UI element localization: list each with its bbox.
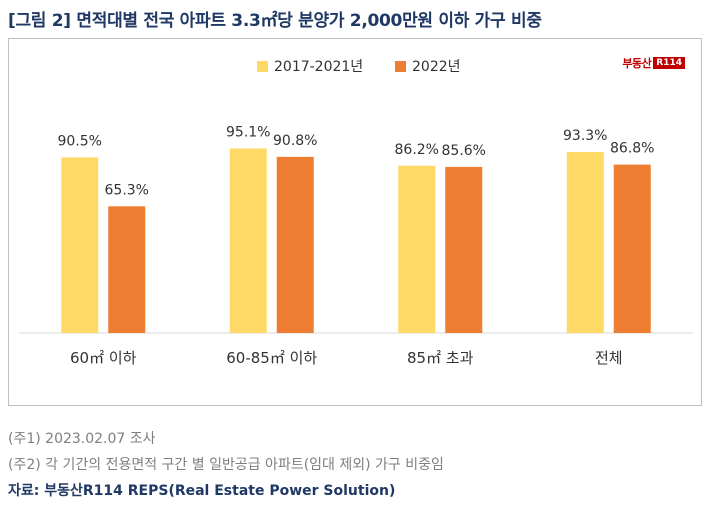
bar-prev-3 (566, 151, 604, 333)
data-label: 95.1% (226, 125, 270, 141)
data-label: 90.8% (273, 133, 317, 149)
chart-area: 90.5% 65.3% 60㎡ 이하 95.1% 90.8% 60-85㎡ 이하 86.2%… (8, 38, 702, 406)
bar-chart: 90.5% 65.3% 60㎡ 이하 95.1%90.8% 60-85㎡ 이하 86.2%… (19, 59, 693, 367)
bar-curr-1 (276, 156, 314, 333)
legend-swatch (257, 61, 268, 72)
footnote-1: (주1) 2023.02.07 조사 (8, 431, 156, 447)
bar-prev-1 (229, 148, 267, 333)
legend-swatch (395, 61, 406, 72)
bar-prev-2 (398, 165, 436, 333)
data-label: 85.6% (442, 143, 486, 159)
data-label: 86.2% (395, 142, 439, 158)
footnote-2: (주2) 각 기간의 전용면적 구간 별 일반공급 아파트(임대 제외) 가구 … (8, 457, 444, 473)
data-label: 93.3% (563, 128, 607, 144)
x-tick-label: 60-85㎡ 이하 (226, 349, 317, 367)
x-tick-label: 60㎡ 이하 (70, 349, 137, 367)
brand-logo: 부동산 R114 (622, 55, 685, 71)
legend-label: 2022년 (412, 59, 461, 75)
x-tick-label: 85㎡ 초과 (407, 349, 474, 367)
x-tick-label: 전체 (595, 349, 623, 367)
chart-title: [그림 2] 면적대별 전국 아파트 3.3㎡당 분양가 2,000만원 이하 … (8, 11, 542, 31)
footnotes: (주1) 2023.02.07 조사 (주2) 각 기간의 전용면적 구간 별 … (8, 426, 444, 504)
logo-badge: R114 (653, 57, 685, 69)
source-note: 자료: 부동산R114 REPS(Real Estate Power Solut… (8, 483, 396, 499)
bar-curr-0 (108, 206, 146, 333)
legend-label: 2017-2021년 (274, 59, 363, 75)
data-label: 86.8% (610, 141, 654, 157)
bar-prev-0 (61, 157, 99, 333)
data-label: 90.5% (58, 133, 102, 149)
bar-curr-3 (613, 164, 651, 333)
data-label: 65.3% (105, 182, 149, 198)
bar-curr-2 (445, 166, 483, 333)
logo-text: 부동산 (622, 57, 652, 70)
